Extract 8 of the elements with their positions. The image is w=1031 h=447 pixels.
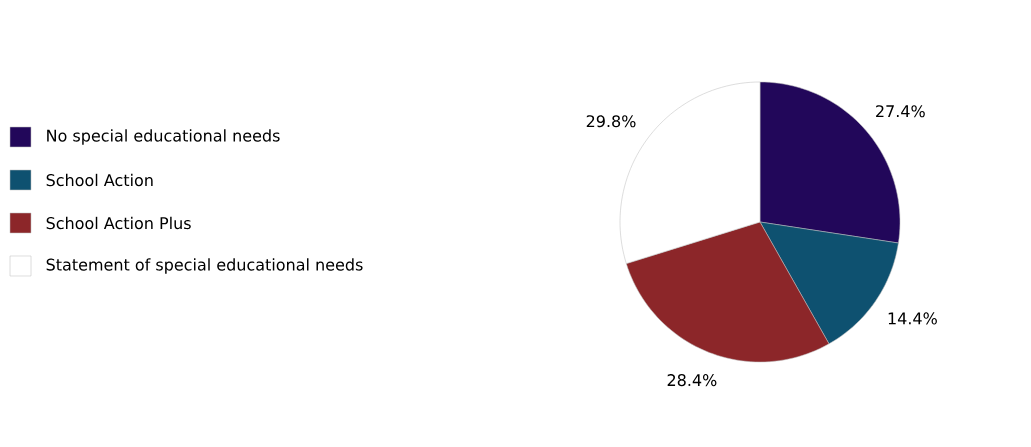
legend-label: School Action Plus xyxy=(46,216,191,230)
data-label: 27.4% xyxy=(876,105,925,118)
data-label: 29.8% xyxy=(586,115,636,128)
legend-label: Statement of special educational needs xyxy=(46,258,363,274)
data-label: 28.4% xyxy=(667,374,717,387)
legend-label: No special educational needs xyxy=(47,129,280,145)
data-label: 14.4% xyxy=(888,312,937,325)
legend-label: School Action xyxy=(46,173,153,187)
